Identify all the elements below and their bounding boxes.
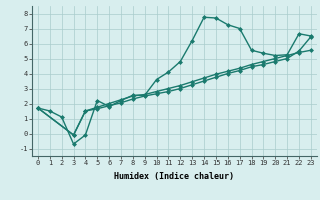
X-axis label: Humidex (Indice chaleur): Humidex (Indice chaleur)	[115, 172, 234, 181]
